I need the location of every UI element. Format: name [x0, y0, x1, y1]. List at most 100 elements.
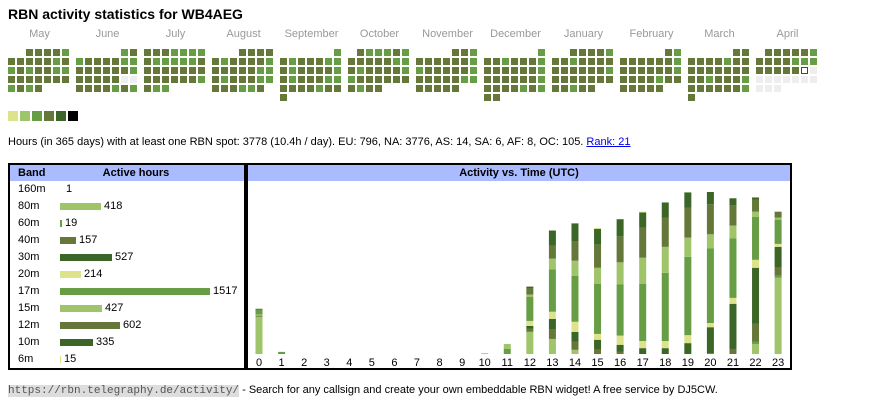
day-cell[interactable] — [257, 58, 264, 65]
day-cell[interactable] — [579, 85, 586, 92]
day-cell[interactable] — [792, 49, 799, 56]
day-cell[interactable] — [742, 67, 749, 74]
day-cell[interactable] — [597, 67, 604, 74]
day-cell[interactable] — [239, 85, 246, 92]
day-cell[interactable] — [597, 76, 604, 83]
day-cell[interactable] — [706, 58, 713, 65]
day-cell[interactable] — [94, 85, 101, 92]
day-cell[interactable] — [94, 58, 101, 65]
day-cell[interactable] — [434, 67, 441, 74]
day-cell[interactable] — [384, 67, 391, 74]
day-cell[interactable] — [783, 49, 790, 56]
day-cell[interactable] — [85, 76, 92, 83]
day-cell[interactable] — [257, 49, 264, 56]
day-cell[interactable] — [94, 76, 101, 83]
day-cell[interactable] — [239, 58, 246, 65]
day-cell[interactable] — [552, 85, 559, 92]
day-cell[interactable] — [198, 76, 205, 83]
day-cell[interactable] — [35, 58, 42, 65]
day-cell[interactable] — [502, 58, 509, 65]
footer-url[interactable]: https://rbn.telegraphy.de/activity/ — [8, 385, 240, 397]
day-cell[interactable] — [520, 67, 527, 74]
day-cell[interactable] — [801, 49, 808, 56]
day-cell[interactable] — [416, 76, 423, 83]
day-cell[interactable] — [334, 49, 341, 56]
rank-link[interactable]: Rank: 21 — [586, 136, 631, 148]
day-cell[interactable] — [257, 67, 264, 74]
day-cell[interactable] — [606, 67, 613, 74]
day-cell[interactable] — [375, 58, 382, 65]
day-cell[interactable] — [470, 58, 477, 65]
day-cell[interactable] — [434, 58, 441, 65]
day-cell[interactable] — [597, 49, 604, 56]
day-cell[interactable] — [298, 67, 305, 74]
day-cell[interactable] — [538, 49, 545, 56]
day-cell[interactable] — [26, 76, 33, 83]
day-cell[interactable] — [502, 67, 509, 74]
day-cell[interactable] — [162, 85, 169, 92]
day-cell[interactable] — [44, 76, 51, 83]
day-cell[interactable] — [53, 67, 60, 74]
day-cell[interactable] — [579, 67, 586, 74]
day-cell[interactable] — [402, 58, 409, 65]
day-cell[interactable] — [647, 85, 654, 92]
day-cell[interactable] — [103, 85, 110, 92]
day-cell[interactable] — [230, 58, 237, 65]
day-cell[interactable] — [461, 49, 468, 56]
day-cell[interactable] — [130, 85, 137, 92]
day-cell[interactable] — [665, 49, 672, 56]
day-cell[interactable] — [443, 85, 450, 92]
day-cell[interactable] — [8, 85, 15, 92]
day-cell[interactable] — [520, 85, 527, 92]
day-cell[interactable] — [724, 76, 731, 83]
day-cell[interactable] — [348, 58, 355, 65]
day-cell[interactable] — [8, 67, 15, 74]
day-cell[interactable] — [484, 94, 491, 101]
day-cell[interactable] — [266, 67, 273, 74]
day-cell[interactable] — [257, 76, 264, 83]
day-cell[interactable] — [35, 85, 42, 92]
day-cell[interactable] — [266, 49, 273, 56]
day-cell[interactable] — [366, 76, 373, 83]
day-cell[interactable] — [325, 76, 332, 83]
day-cell[interactable] — [697, 76, 704, 83]
day-cell[interactable] — [434, 85, 441, 92]
day-cell[interactable] — [112, 58, 119, 65]
day-cell[interactable] — [289, 85, 296, 92]
day-cell[interactable] — [688, 67, 695, 74]
day-cell[interactable] — [280, 58, 287, 65]
day-cell[interactable] — [85, 58, 92, 65]
day-cell[interactable] — [130, 67, 137, 74]
day-cell[interactable] — [756, 58, 763, 65]
day-cell[interactable] — [715, 58, 722, 65]
day-cell[interactable] — [402, 49, 409, 56]
day-cell[interactable] — [334, 76, 341, 83]
day-cell[interactable] — [452, 76, 459, 83]
day-cell[interactable] — [674, 76, 681, 83]
day-cell[interactable] — [502, 85, 509, 92]
day-cell[interactable] — [765, 49, 772, 56]
day-cell[interactable] — [416, 85, 423, 92]
day-cell[interactable] — [529, 58, 536, 65]
day-cell[interactable] — [765, 58, 772, 65]
day-cell[interactable] — [538, 58, 545, 65]
day-cell[interactable] — [17, 85, 24, 92]
day-cell[interactable] — [774, 85, 781, 92]
day-cell[interactable] — [502, 76, 509, 83]
day-cell[interactable] — [425, 58, 432, 65]
day-cell[interactable] — [153, 67, 160, 74]
day-cell[interactable] — [325, 67, 332, 74]
day-cell[interactable] — [742, 49, 749, 56]
day-cell[interactable] — [774, 67, 781, 74]
day-cell[interactable] — [470, 67, 477, 74]
day-cell[interactable] — [189, 58, 196, 65]
day-cell[interactable] — [239, 67, 246, 74]
day-cell[interactable] — [674, 58, 681, 65]
day-cell[interactable] — [44, 58, 51, 65]
day-cell[interactable] — [402, 76, 409, 83]
day-cell[interactable] — [570, 76, 577, 83]
day-cell[interactable] — [810, 76, 817, 83]
day-cell[interactable] — [239, 76, 246, 83]
day-cell[interactable] — [144, 58, 151, 65]
day-cell[interactable] — [121, 67, 128, 74]
